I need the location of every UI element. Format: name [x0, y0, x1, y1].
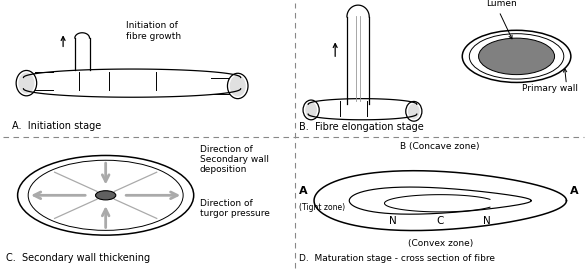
Ellipse shape [408, 104, 420, 119]
Circle shape [18, 156, 194, 235]
Circle shape [96, 191, 116, 200]
Text: Direction of
turgor pressure: Direction of turgor pressure [200, 199, 269, 218]
Circle shape [478, 38, 555, 75]
Text: A: A [569, 186, 578, 196]
Text: C.  Secondary wall thickening: C. Secondary wall thickening [6, 253, 150, 263]
Circle shape [462, 30, 571, 82]
Circle shape [28, 160, 183, 230]
Ellipse shape [18, 73, 35, 94]
Ellipse shape [305, 102, 317, 118]
Text: B.  Fibre elongation stage: B. Fibre elongation stage [299, 122, 424, 133]
Text: N: N [389, 215, 397, 225]
Text: Initiation of
fibre growth: Initiation of fibre growth [126, 21, 181, 41]
Text: Direction of
Secondary wall
deposition: Direction of Secondary wall deposition [200, 144, 269, 174]
Text: C: C [437, 215, 444, 225]
Text: B (Concave zone): B (Concave zone) [400, 142, 480, 151]
Text: (Convex zone): (Convex zone) [407, 239, 473, 249]
Circle shape [470, 34, 564, 79]
Text: Primary wall: Primary wall [522, 84, 578, 93]
Text: N: N [483, 215, 491, 225]
Text: A.  Initiation stage: A. Initiation stage [12, 121, 101, 131]
Text: D.  Maturation stage - cross section of fibre: D. Maturation stage - cross section of f… [299, 254, 495, 263]
Ellipse shape [230, 75, 246, 96]
Text: A: A [299, 186, 308, 196]
Text: Lumen: Lumen [487, 0, 517, 8]
Text: (Tight zone): (Tight zone) [299, 203, 346, 212]
